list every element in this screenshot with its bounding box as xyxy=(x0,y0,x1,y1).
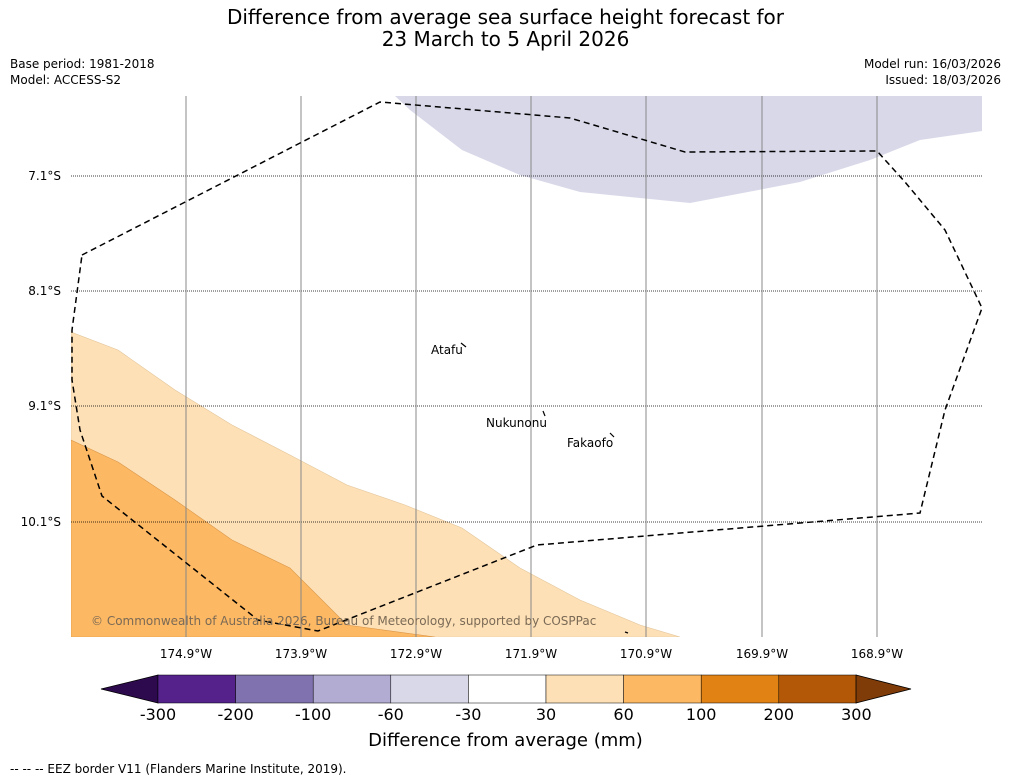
colorbar xyxy=(100,674,912,704)
lon-label: 173.9°W xyxy=(274,647,328,661)
gridlines xyxy=(71,96,982,637)
colorbar-bin-8 xyxy=(700,674,780,704)
model-name: Model: ACCESS-S2 xyxy=(10,73,122,87)
colorbar-bin-4 xyxy=(390,674,469,704)
colorbar-bin-6 xyxy=(545,674,624,704)
place-fakaofo: Fakaofo xyxy=(567,436,614,450)
colorbar-tick: -60 xyxy=(377,705,404,724)
meta-right: Model run: 16/03/2026 Issued: 18/03/2026 xyxy=(864,56,1001,88)
lon-label: 171.9°W xyxy=(504,647,558,661)
place-nukunonu: Nukunonu xyxy=(486,416,547,430)
colorbar-extend-low xyxy=(100,674,159,704)
fill-pos-60 xyxy=(71,439,436,637)
colorbar-tick: 30 xyxy=(535,705,557,724)
lon-label: 168.9°W xyxy=(850,647,904,661)
lat-label: 9.1°S xyxy=(28,399,61,413)
base-period: Base period: 1981-2018 xyxy=(10,57,155,71)
colorbar-label: Difference from average (mm) xyxy=(368,730,643,751)
lon-label: 169.9°W xyxy=(735,647,789,661)
fakaofo-island-icon xyxy=(609,432,615,438)
chart-title: Difference from average sea surface heig… xyxy=(0,6,1011,50)
colorbar-tick: -200 xyxy=(217,705,254,724)
colorbar-bin-7 xyxy=(623,674,702,704)
lat-label: 7.1°S xyxy=(28,169,61,183)
colorbar-tick: -100 xyxy=(295,705,332,724)
lon-label: 172.9°W xyxy=(389,647,443,661)
eez-border xyxy=(71,101,983,632)
colorbar-tick: -300 xyxy=(139,705,177,724)
colorbar-tick: 200 xyxy=(763,705,795,724)
colorbar-bin-2 xyxy=(235,674,314,704)
fill-neg-30 xyxy=(395,96,982,203)
issued-date: Issued: 18/03/2026 xyxy=(885,73,1001,87)
meta-left: Base period: 1981-2018 Model: ACCESS-S2 xyxy=(10,56,155,88)
atafu-island-icon xyxy=(460,342,467,348)
colorbar-bin-5 xyxy=(468,674,547,704)
colorbar-tick: 60 xyxy=(613,705,634,724)
colorbar-bin-1 xyxy=(157,674,236,704)
colorbar-tick: -30 xyxy=(455,705,482,724)
model-run: Model run: 16/03/2026 xyxy=(863,57,1001,71)
eez-footnote: -- -- -- EEZ border V11 (Flanders Marine… xyxy=(10,762,347,776)
copyright-notice: © Commonwealth of Australia 2026, Bureau… xyxy=(91,614,597,628)
place-atafu: Atafu xyxy=(431,343,463,357)
lon-label: 174.9°W xyxy=(159,647,213,661)
lat-label: 10.1°S xyxy=(20,515,61,529)
colorbar-tick: 100 xyxy=(685,705,717,724)
colorbar-tick: 300 xyxy=(841,705,872,724)
lon-label: 170.9°W xyxy=(619,647,673,661)
island-marks xyxy=(460,342,629,634)
small-island-icon xyxy=(624,631,629,634)
lat-label: 8.1°S xyxy=(28,284,61,298)
title-line-1: Difference from average sea surface heig… xyxy=(226,5,785,29)
colorbar-extend-high xyxy=(855,674,912,704)
contour-fills xyxy=(71,96,982,637)
colorbar-bin-3 xyxy=(312,674,392,704)
title-line-2: 23 March to 5 April 2026 xyxy=(381,27,630,51)
colorbar-bin-9 xyxy=(778,674,857,704)
nukunonu-island-icon xyxy=(542,410,546,417)
